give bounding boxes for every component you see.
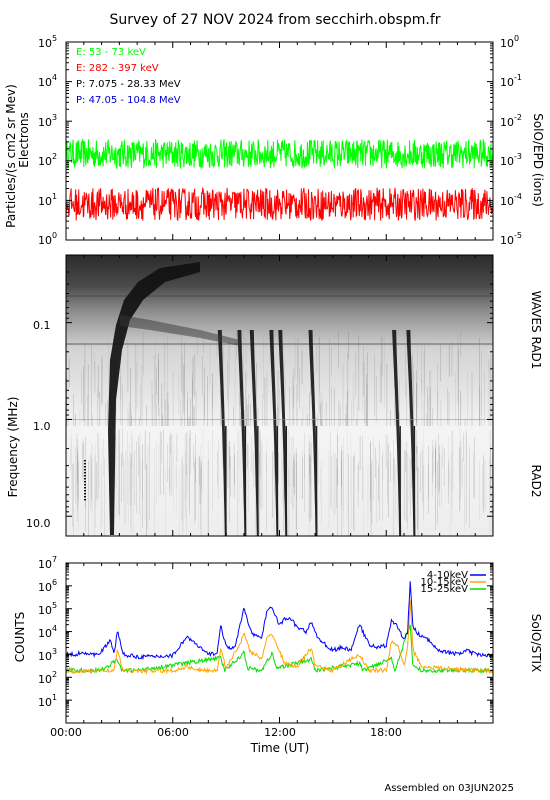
time-tick-label: 12:00 — [264, 726, 296, 739]
svg-text:106: 106 — [38, 578, 57, 594]
epd-legend: E: 53 - 73 keV E: 282 - 397 keV P: 7.075… — [76, 47, 181, 106]
type-iii-burst — [269, 330, 279, 536]
svg-text:107: 107 — [38, 555, 57, 571]
freq-tick-label: 1.0 — [33, 420, 51, 433]
stix-tick-labels: 107 106 105 104 103 102 101 — [38, 555, 57, 709]
waves-panel: 0.1 1.0 10.0 Frequency (MHz) WAVES RAD1 … — [6, 254, 543, 537]
data-gap-marker — [84, 478, 86, 480]
stix-series-line — [66, 581, 493, 661]
stix-legend: 4-10keV 10-15keV 15-25keV — [421, 570, 486, 595]
waves-rad1-label: WAVES RAD1 — [529, 291, 543, 370]
svg-text:10-3: 10-3 — [500, 152, 522, 168]
data-gap-marker — [84, 496, 86, 498]
type-iii-burst — [308, 330, 318, 536]
x-axis-label: Time (UT) — [250, 741, 310, 755]
svg-text:100: 100 — [38, 231, 57, 247]
svg-text:10-5: 10-5 — [500, 231, 522, 247]
time-tick-label: 00:00 — [50, 726, 82, 739]
type-iii-burst — [406, 330, 416, 536]
stix-panel: 107 106 105 104 103 102 101 COUNTS SolO/… — [13, 555, 543, 755]
epd-right-label: SolO/EPD (ions) — [531, 113, 545, 207]
rad2-background — [66, 426, 493, 536]
svg-text:105: 105 — [38, 601, 57, 617]
svg-text:101: 101 — [38, 192, 57, 208]
type-iii-burst — [392, 330, 402, 536]
stix-legend-item: 15-25keV — [421, 584, 469, 595]
stix-legend-item: 10-15keV — [421, 577, 469, 588]
data-gap-marker — [84, 466, 86, 468]
type-iii-burst — [278, 330, 288, 536]
assembled-footer: Assembled on 03JUN2025 — [384, 783, 514, 794]
data-gap-marker — [84, 499, 86, 501]
epd-ylabel-electrons: Electrons — [17, 112, 31, 167]
svg-text:10-4: 10-4 — [500, 192, 522, 208]
epd-series-line — [66, 186, 493, 222]
svg-text:102: 102 — [38, 152, 57, 168]
data-gap-marker — [84, 463, 86, 465]
stix-legend-item: 4-10keV — [427, 570, 468, 581]
svg-text:101: 101 — [38, 693, 57, 709]
data-gap-marker — [84, 481, 86, 483]
epd-left-tick-labels: 105 104 103 102 101 100 — [38, 34, 57, 247]
epd-series-line — [66, 137, 493, 170]
svg-text:10-1: 10-1 — [500, 73, 522, 89]
time-tick-label: 06:00 — [157, 726, 189, 739]
stix-series-line — [66, 600, 493, 675]
data-gap-marker — [84, 475, 86, 477]
type-iii-burst — [237, 330, 247, 536]
svg-text:104: 104 — [38, 73, 57, 89]
svg-text:10-2: 10-2 — [500, 113, 522, 129]
epd-legend-item: P: 47.05 - 104.8 MeV — [76, 95, 181, 106]
svg-text:105: 105 — [38, 34, 57, 50]
stix-right-label: SolO/STIX — [529, 614, 543, 673]
data-gap-marker — [84, 484, 86, 486]
waves-rad2-label: RAD2 — [529, 465, 543, 498]
freq-tick-label: 10.0 — [26, 517, 51, 530]
epd-legend-item: E: 282 - 397 keV — [76, 63, 159, 74]
page-title: Survey of 27 NOV 2024 from secchirh.obsp… — [109, 12, 440, 28]
stix-ylabel: COUNTS — [13, 612, 27, 663]
svg-text:102: 102 — [38, 670, 57, 686]
time-tick-label: 18:00 — [370, 726, 402, 739]
data-gap-marker — [84, 493, 86, 495]
stix-series-line — [66, 624, 493, 674]
epd-panel: 105 104 103 102 101 100 100 10-1 10-2 10… — [4, 34, 545, 247]
epd-legend-item: P: 7.075 - 28.33 MeV — [76, 79, 181, 90]
epd-legend-item: E: 53 - 73 keV — [76, 47, 146, 58]
epd-ylabel: Particles/(s cm2 sr Mev) — [4, 84, 18, 228]
waves-tick-labels: 0.1 1.0 10.0 — [26, 319, 51, 530]
svg-text:103: 103 — [38, 647, 57, 663]
x-tick-labels: 00:00 06:00 12:00 18:00 — [50, 726, 402, 739]
type-iii-burst — [249, 330, 259, 536]
type-iii-burst — [217, 330, 227, 536]
data-gap-marker — [84, 490, 86, 492]
data-gap-marker — [84, 460, 86, 462]
svg-text:104: 104 — [38, 624, 57, 640]
data-gap-marker — [84, 487, 86, 489]
data-gap-marker — [84, 469, 86, 471]
epd-right-tick-labels: 100 10-1 10-2 10-3 10-4 10-5 — [500, 34, 522, 247]
freq-tick-label: 0.1 — [33, 319, 51, 332]
waves-ylabel: Frequency (MHz) — [6, 397, 20, 498]
svg-text:100: 100 — [500, 34, 519, 50]
data-gap-marker — [84, 472, 86, 474]
svg-text:103: 103 — [38, 113, 57, 129]
